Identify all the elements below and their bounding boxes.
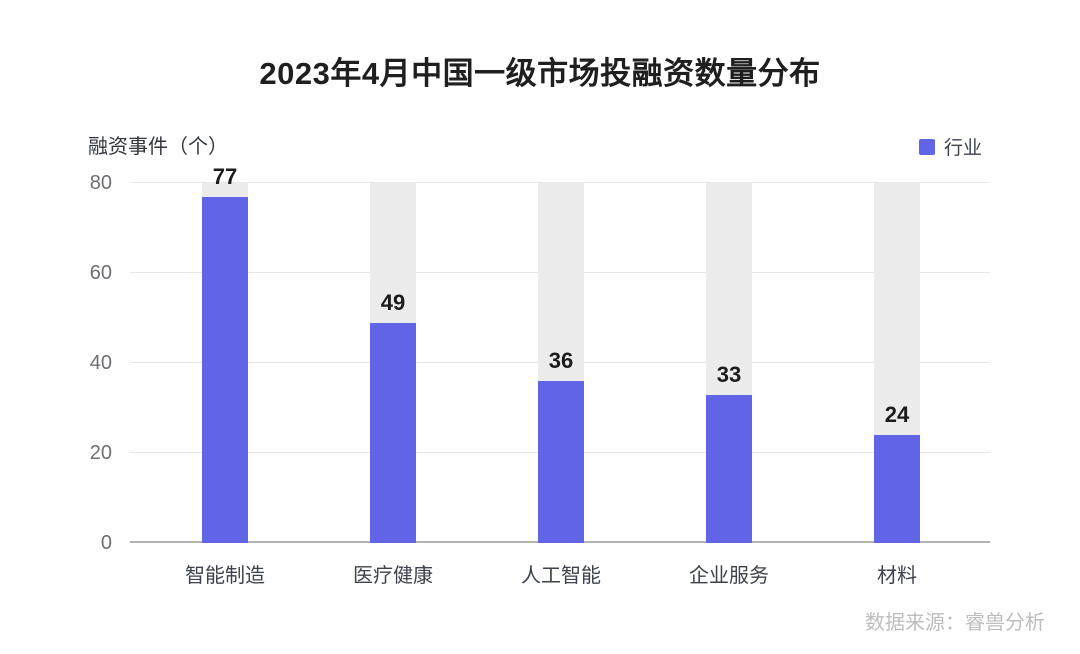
bar	[538, 381, 584, 543]
data-source: 数据来源：睿兽分析	[865, 612, 1045, 634]
y-tick-label: 40	[89, 352, 112, 374]
bar-group: 77 智能制造	[141, 165, 309, 587]
bar-group: 36 人工智能	[477, 183, 645, 587]
bar	[874, 435, 920, 543]
bar	[202, 196, 248, 543]
plot-area: 0 20 40 60 80 77 智能制造 49 医疗健康 36 人工智能 33 企业服务 24 材料	[90, 165, 990, 587]
legend-swatch-icon	[918, 138, 935, 155]
bar-value-label: 77	[212, 163, 238, 189]
y-tick-labels: 0 20 40 60 80	[52, 172, 112, 554]
chart-title: 2023年4月中国一级市场投融资数量分布	[259, 56, 821, 91]
x-category-label: 企业服务	[689, 565, 769, 587]
bar-group: 24 材料	[813, 183, 981, 587]
bar-value-label: 36	[548, 348, 574, 373]
gridline	[130, 182, 990, 183]
x-category-label: 材料	[877, 565, 917, 587]
bar	[706, 394, 752, 543]
y-tick-label: 20	[89, 442, 112, 464]
bar-group: 49 医疗健康	[309, 183, 477, 587]
bar-value-label: 33	[716, 361, 742, 387]
bar-series: 77 智能制造 49 医疗健康 36 人工智能 33 企业服务 24 材料	[141, 165, 981, 587]
x-category-label: 医疗健康	[353, 565, 433, 587]
y-axis-title: 融资事件（个）	[88, 136, 228, 158]
y-tick-label: 60	[89, 262, 112, 284]
legend: 行业	[918, 133, 982, 160]
bar-value-label: 49	[380, 289, 406, 315]
bar-group: 33 企业服务	[645, 183, 813, 587]
legend-label: 行业	[943, 138, 982, 159]
x-category-label: 人工智能	[521, 565, 601, 587]
y-tick-label: 0	[100, 532, 112, 554]
bar	[370, 322, 416, 543]
y-tick-label: 80	[89, 172, 112, 194]
bar-value-label: 24	[884, 402, 910, 427]
x-category-label: 智能制造	[185, 565, 265, 587]
